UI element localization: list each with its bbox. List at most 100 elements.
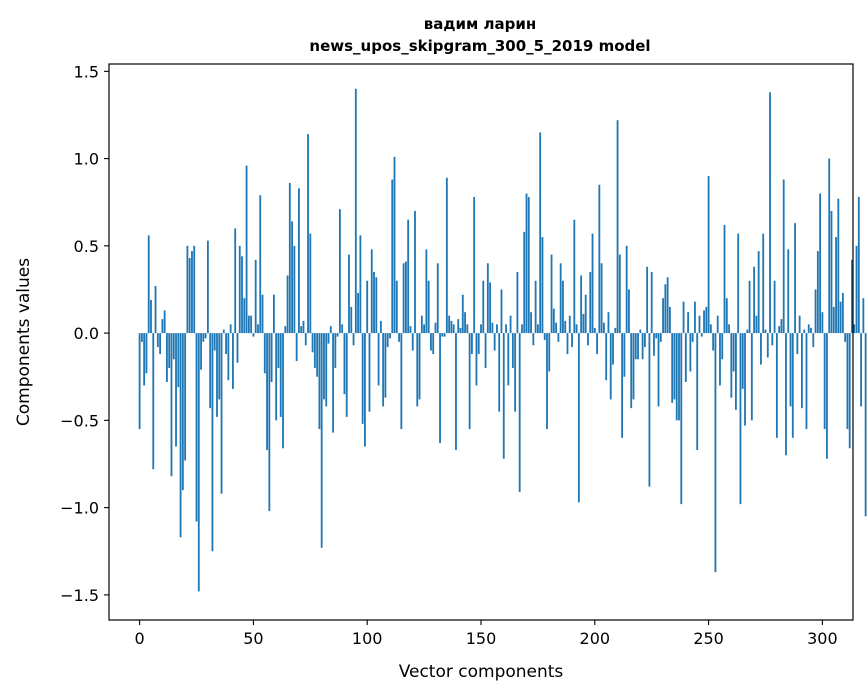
bar-95 [354,88,357,334]
bar-62 [279,333,282,417]
bar-36 [220,333,223,494]
bar-289 [796,333,799,355]
bar-92 [348,254,350,334]
bar-231 [664,284,667,334]
bar-311 [846,333,849,430]
bar-119 [409,326,412,334]
x-axis: 0 50 100 150 200 250 300 [135,620,838,648]
bar-82 [325,333,328,407]
bar-239 [682,301,685,334]
bar-284 [785,333,787,456]
bar-212 [621,333,624,438]
bar-139 [455,333,457,451]
bar-79 [318,333,321,430]
bar-47 [245,165,248,334]
bar-135 [445,177,448,334]
bar-7 [154,285,157,334]
bar-187 [564,320,567,334]
bar-227 [655,333,658,339]
bar-301 [823,333,826,430]
bar-102 [370,249,373,334]
bar-163 [509,315,512,334]
bar-208 [612,333,614,365]
bar-293 [805,333,808,430]
bar-53 [259,195,262,334]
bar-199 [591,233,594,334]
bar-68 [293,245,296,334]
bar-30 [206,240,209,334]
bar-72 [302,320,305,334]
bar-225 [650,272,653,334]
bar-69 [295,333,298,362]
bar-113 [395,280,398,334]
bar-125 [423,324,426,334]
bar-152 [484,333,487,368]
bar-313 [851,259,853,334]
bar-189 [568,315,571,334]
x-tick-label: 150 [466,629,497,648]
bar-273 [760,333,762,365]
bar-287 [791,333,794,438]
bar-216 [630,333,633,409]
bar-310 [844,333,847,342]
y-tick-label: −1.5 [60,586,99,605]
bar-90 [343,333,346,395]
bar-154 [489,282,492,334]
bar-234 [671,333,674,403]
bar-285 [787,249,790,334]
x-tick-label: 250 [693,629,724,648]
chart-title: вадим ларин [424,15,536,33]
bar-45 [241,256,243,334]
bar-223 [646,266,649,334]
bar-164 [511,333,514,368]
bar-157 [496,324,498,334]
bar-170 [525,193,528,334]
bar-56 [266,333,268,451]
bar-66 [288,183,291,334]
bar-129 [432,333,435,355]
bar-314 [853,324,856,334]
bar-34 [216,333,218,417]
bar-55 [263,333,266,374]
bar-116 [402,263,405,334]
bar-279 [773,280,776,334]
y-tick-label: 0.5 [74,237,99,256]
bar-13 [168,333,171,368]
bar-42 [234,228,237,334]
bar-89 [341,324,344,334]
bar-194 [580,275,583,334]
bar-230 [662,298,664,334]
bar-245 [696,333,699,451]
bar-202 [598,184,601,334]
bar-266 [744,333,746,426]
bar-series [138,88,867,592]
bar-74 [307,134,309,334]
bar-213 [623,333,626,377]
bar-50 [252,333,255,337]
bar-106 [379,320,382,334]
bar-259 [728,324,730,334]
bar-3 [145,333,148,374]
bar-292 [803,329,806,334]
bar-237 [678,333,680,421]
x-tick-label: 0 [135,629,145,648]
y-tick-label: −0.5 [60,411,99,430]
bar-5 [150,299,152,334]
bar-219 [637,333,639,360]
bar-10 [161,319,164,334]
bar-235 [673,333,676,400]
bar-217 [632,333,635,400]
bar-85 [332,333,334,433]
bar-261 [732,333,735,372]
bar-130 [434,322,437,334]
bar-173 [532,333,535,346]
bar-203 [600,263,603,334]
bar-281 [778,326,781,334]
bar-253 [714,333,717,573]
bar-122 [416,333,419,407]
bar-16 [175,333,177,447]
bar-75 [309,233,312,334]
bar-252 [712,333,715,351]
bar-204 [602,322,605,334]
bar-109 [386,333,389,348]
